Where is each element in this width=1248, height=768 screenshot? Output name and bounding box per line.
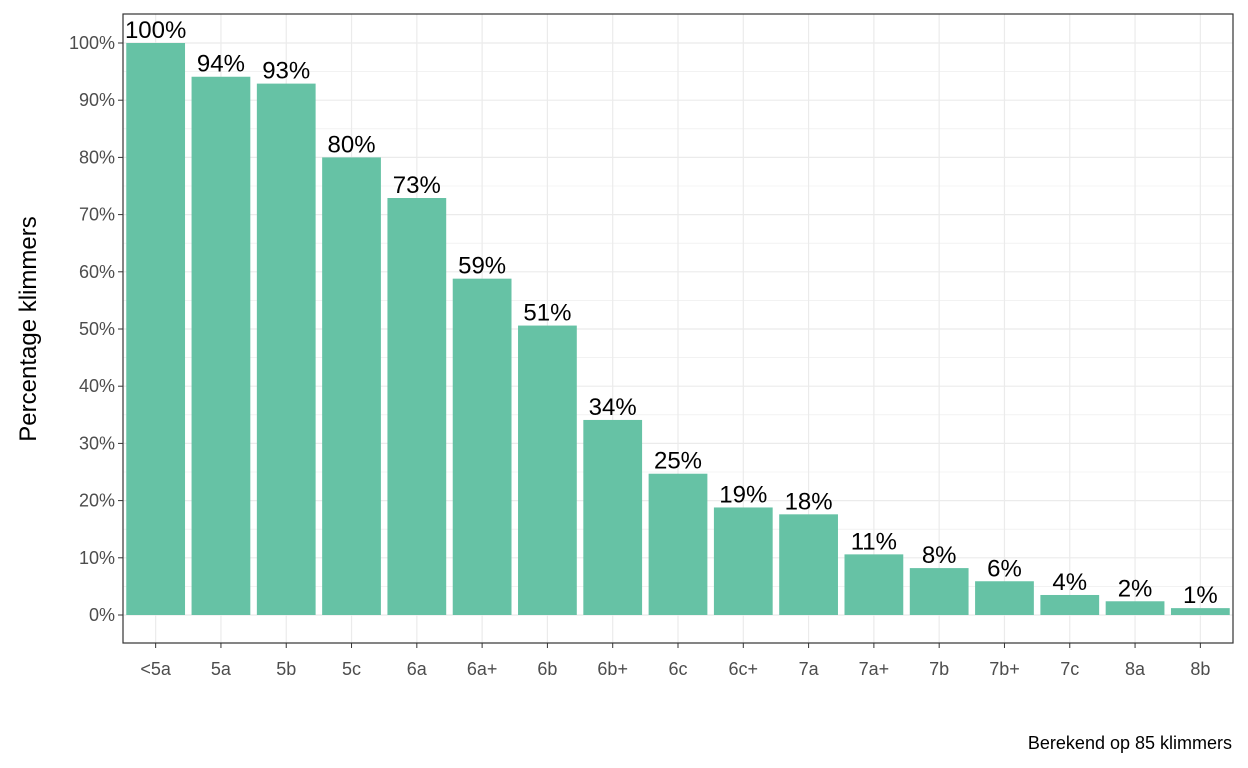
x-tick-label: 7a — [799, 659, 820, 679]
bar — [1105, 601, 1165, 615]
y-tick-label: 20% — [79, 491, 115, 511]
bar — [387, 198, 447, 615]
y-tick-label: 50% — [79, 319, 115, 339]
x-tick-label: <5a — [140, 659, 172, 679]
data-label: 8% — [922, 542, 957, 569]
x-tick-label: 8a — [1125, 659, 1146, 679]
bar — [648, 473, 708, 615]
x-tick-label: 5c — [342, 659, 361, 679]
bar — [909, 568, 969, 615]
bar — [583, 419, 643, 615]
y-tick-label: 60% — [79, 262, 115, 282]
y-axis-title: Percentage klimmers — [15, 216, 42, 441]
bar — [191, 76, 251, 616]
bar — [1040, 594, 1100, 615]
bars — [126, 43, 1230, 616]
bar — [256, 83, 316, 615]
data-label: 93% — [262, 58, 310, 85]
bar — [126, 43, 186, 615]
data-label: 19% — [719, 481, 767, 508]
x-tick-label: 6a+ — [467, 659, 498, 679]
bar — [1170, 608, 1230, 615]
data-label: 4% — [1052, 569, 1087, 596]
data-label: 73% — [393, 172, 441, 199]
x-axis-ticks: <5a 5a 5b 5c 6a 6a+ 6b 6b+ 6c 6c+ 7a 7a+ 7b 7b+ 7c 8a 8b — [140, 643, 1210, 679]
data-label: 1% — [1183, 582, 1218, 609]
bar — [844, 554, 904, 615]
x-tick-label: 6b+ — [597, 659, 628, 679]
data-label: 6% — [987, 555, 1022, 582]
x-tick-label: 7a+ — [859, 659, 890, 679]
x-tick-label: 5b — [276, 659, 296, 679]
data-label: 51% — [523, 300, 571, 327]
y-tick-label: 80% — [79, 147, 115, 167]
data-label: 80% — [328, 131, 376, 158]
x-tick-label: 7b — [929, 659, 949, 679]
x-tick-label: 6a — [407, 659, 428, 679]
bar — [713, 507, 773, 615]
y-tick-label: 100% — [69, 33, 115, 53]
x-tick-label: 6b — [537, 659, 557, 679]
data-label: 11% — [851, 528, 897, 555]
chart-caption: Berekend op 85 klimmers — [1028, 733, 1232, 753]
data-label: 94% — [197, 51, 245, 78]
x-tick-label: 6c+ — [729, 659, 759, 679]
data-label: 2% — [1118, 575, 1153, 602]
y-tick-label: 90% — [79, 90, 115, 110]
data-label: 59% — [458, 253, 506, 280]
x-tick-label: 6c — [668, 659, 687, 679]
data-label: 34% — [589, 394, 637, 421]
y-tick-label: 30% — [79, 433, 115, 453]
data-label: 18% — [785, 488, 833, 515]
bar — [779, 514, 838, 615]
y-tick-label: 70% — [79, 205, 115, 225]
data-labels: 100% 94% 93% 80% 73% 59% 51% 34% 25% 19% 18% 11% 8% 6… — [125, 17, 1218, 609]
y-tick-label: 40% — [79, 376, 115, 396]
y-tick-label: 0% — [89, 605, 115, 625]
bar — [975, 581, 1034, 615]
data-label: 100% — [125, 17, 186, 44]
x-tick-label: 7b+ — [989, 659, 1020, 679]
bar — [518, 325, 577, 615]
x-tick-label: 5a — [211, 659, 232, 679]
x-tick-label: 7c — [1060, 659, 1079, 679]
data-label: 25% — [654, 448, 702, 475]
bar — [452, 278, 512, 615]
y-tick-label: 10% — [79, 548, 115, 568]
bar — [322, 157, 381, 615]
x-tick-label: 8b — [1190, 659, 1210, 679]
y-axis-ticks: 0% 10% 20% 30% 40% 50% 60% 70% 80% 90% 100% — [69, 33, 123, 625]
